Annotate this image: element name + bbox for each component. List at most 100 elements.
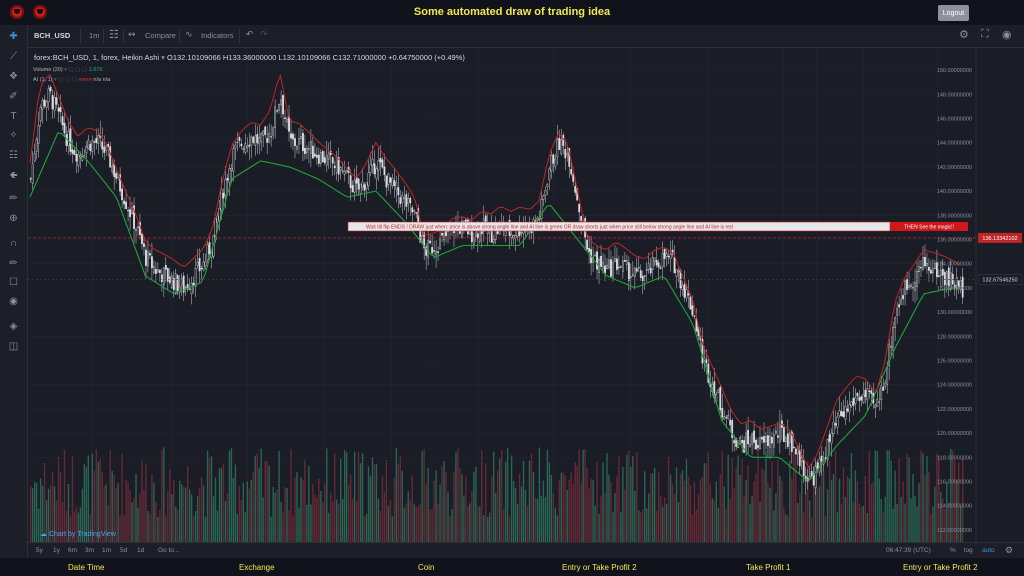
ai-value-1: n/a bbox=[93, 77, 102, 83]
volume-bar bbox=[121, 453, 123, 542]
goto-button[interactable]: Go to... bbox=[158, 547, 180, 554]
footer-date-time: Date Time bbox=[68, 563, 105, 572]
volume-bar bbox=[389, 499, 392, 542]
volume-bar bbox=[578, 448, 580, 542]
candle bbox=[341, 170, 344, 173]
volume-bar bbox=[483, 515, 485, 542]
range-6m[interactable]: 6m bbox=[68, 547, 78, 554]
trash-icon[interactable]: ◫ bbox=[8, 341, 19, 352]
candle bbox=[939, 270, 942, 276]
volume-bar bbox=[171, 494, 173, 542]
candle bbox=[792, 446, 795, 449]
candle bbox=[393, 180, 396, 187]
magnet-icon[interactable]: ∩ bbox=[9, 238, 18, 249]
text-tool-icon[interactable]: T bbox=[10, 111, 17, 122]
candle bbox=[868, 390, 871, 392]
prediction-icon[interactable]: ☷ bbox=[9, 150, 18, 161]
snapshot-icon[interactable]: ◉ bbox=[1002, 29, 1012, 41]
volume-bar bbox=[590, 478, 592, 542]
volume-bar bbox=[544, 497, 547, 542]
volume-bar bbox=[226, 493, 229, 542]
ai-legend[interactable]: AI (1, 1) ▾ ▢ ▢ ▢ ■■■■ n/a n/a bbox=[33, 77, 111, 83]
candle bbox=[323, 157, 326, 164]
compare-icon[interactable]: ↭ bbox=[128, 29, 136, 39]
range-5d[interactable]: 5d bbox=[120, 547, 128, 554]
volume-bar bbox=[534, 497, 537, 542]
volume-bar bbox=[489, 512, 491, 542]
volume-bar bbox=[930, 513, 932, 542]
candle bbox=[560, 139, 563, 155]
interval-selector[interactable]: 1m bbox=[89, 31, 100, 40]
candle bbox=[840, 411, 843, 417]
volume-bar bbox=[785, 514, 787, 542]
undo-icon[interactable]: ↶ bbox=[246, 29, 254, 39]
ruler-icon[interactable]: ✏ bbox=[9, 193, 18, 204]
legend-l-label: L bbox=[278, 53, 283, 62]
percent-toggle[interactable]: % bbox=[950, 547, 956, 554]
volume-legend[interactable]: Volume (20) ▾ ▢ ▢ ▢ 1.87K bbox=[33, 67, 104, 73]
candle bbox=[327, 152, 330, 160]
candle bbox=[693, 315, 696, 317]
volume-bar bbox=[683, 480, 686, 542]
volume-bar bbox=[576, 465, 578, 542]
volume-bar bbox=[612, 511, 614, 542]
candle bbox=[878, 401, 881, 404]
candle bbox=[959, 279, 962, 290]
range-1d[interactable]: 1d bbox=[137, 547, 145, 554]
zoom-icon[interactable]: ⊕ bbox=[9, 213, 18, 224]
volume-bar bbox=[457, 448, 459, 542]
range-3m[interactable]: 3m bbox=[85, 547, 95, 554]
candle-style-icon[interactable]: ☷ bbox=[109, 29, 119, 41]
crosshair-icon[interactable]: ✚ bbox=[9, 31, 18, 42]
volume-bar bbox=[814, 461, 817, 542]
range-1y[interactable]: 1y bbox=[53, 547, 60, 554]
candle bbox=[729, 419, 732, 426]
volume-bar bbox=[334, 453, 336, 542]
price-chart[interactable]: Wait till flip ENDS ! DRAW just when: pr… bbox=[28, 48, 1023, 565]
candle bbox=[602, 261, 604, 269]
candle bbox=[385, 175, 388, 188]
settings-icon[interactable]: ⚙ bbox=[959, 29, 969, 41]
candle bbox=[33, 152, 36, 162]
brush-icon[interactable]: ✐ bbox=[9, 91, 18, 102]
redo-icon[interactable]: ↷ bbox=[260, 29, 268, 39]
back-arrow-icon[interactable]: 🢀 bbox=[9, 170, 18, 181]
volume-bar bbox=[741, 458, 743, 542]
indicators-button[interactable]: Indicators bbox=[201, 31, 234, 40]
volume-bar bbox=[622, 466, 624, 542]
auto-toggle[interactable]: auto bbox=[982, 547, 995, 554]
compare-button[interactable]: Compare bbox=[145, 31, 176, 40]
candle bbox=[288, 116, 290, 132]
volume-bar bbox=[898, 458, 900, 542]
price-axis[interactable]: 150.00000000 148.00000000 146.00000000 144.… bbox=[937, 48, 1023, 565]
tradingview-watermark[interactable]: ☁ Chart by TradingView bbox=[40, 531, 116, 538]
candle bbox=[411, 207, 414, 213]
candle bbox=[67, 131, 70, 147]
layers-icon[interactable]: ◈ bbox=[9, 321, 18, 332]
fullscreen-icon[interactable]: ⛶ bbox=[981, 28, 989, 40]
symbol-search[interactable]: BCH_USD bbox=[34, 31, 71, 40]
volume-bar bbox=[286, 488, 288, 542]
lock-drawing-icon[interactable]: ✏ bbox=[9, 258, 18, 269]
annotation-banner[interactable]: Wait till flip ENDS ! DRAW just when: pr… bbox=[347, 221, 968, 232]
volume-bar bbox=[755, 473, 757, 542]
volume-bar bbox=[773, 510, 775, 542]
lock-icon[interactable]: ☐ bbox=[9, 277, 18, 288]
axis-settings-icon[interactable]: ⚙ bbox=[1005, 545, 1014, 555]
trend-line-icon[interactable]: ⟋ bbox=[10, 51, 17, 62]
logout-button[interactable]: Logout bbox=[938, 5, 969, 21]
log-toggle[interactable]: log bbox=[964, 547, 973, 554]
candle bbox=[920, 267, 922, 269]
range-1m[interactable]: 1m bbox=[102, 547, 112, 554]
candle bbox=[657, 262, 660, 268]
volume-bar bbox=[41, 485, 44, 542]
range-5y[interactable]: 5y bbox=[36, 547, 43, 554]
volume-bar bbox=[391, 516, 394, 542]
bottom-toolbar: 5y 1y 6m 3m 1m 5d 1d Go to... 06:47:39 (… bbox=[28, 542, 1024, 559]
pattern-icon[interactable]: ✧ bbox=[9, 130, 18, 141]
eye-icon[interactable]: ◉ bbox=[9, 296, 18, 307]
candle bbox=[912, 286, 914, 289]
fib-icon[interactable]: ❖ bbox=[9, 71, 18, 82]
indicators-icon[interactable]: ∿ bbox=[185, 29, 193, 39]
candle bbox=[294, 138, 296, 146]
